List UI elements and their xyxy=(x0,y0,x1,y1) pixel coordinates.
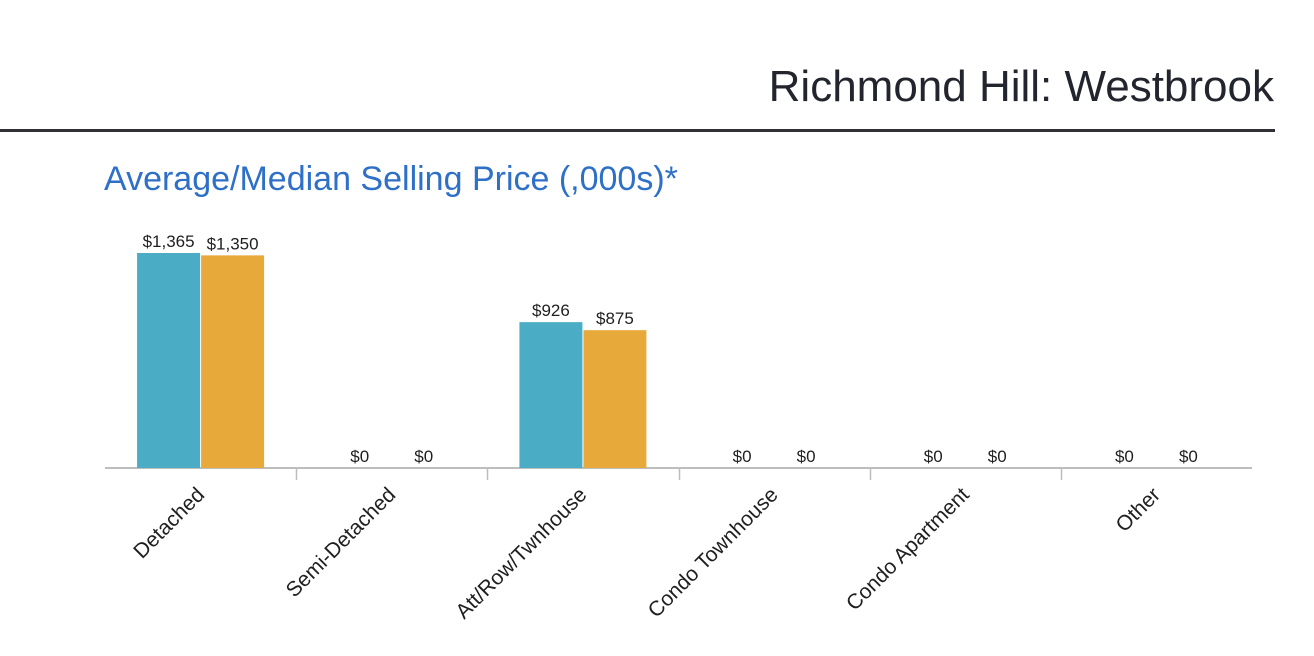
data-label: $0 xyxy=(1179,447,1198,466)
data-label: $0 xyxy=(1115,447,1134,466)
data-label: $0 xyxy=(797,447,816,466)
data-label: $0 xyxy=(733,447,752,466)
bar-att-row-twnhouse-median xyxy=(583,330,647,468)
x-tick-label: Detached xyxy=(129,483,209,563)
bar-att-row-twnhouse-average xyxy=(519,322,583,468)
page-title: Richmond Hill: Westbrook xyxy=(768,62,1274,111)
data-label: $0 xyxy=(924,447,943,466)
data-label: $1,365 xyxy=(143,232,195,251)
x-tick-label: Condo Apartment xyxy=(842,483,974,615)
x-tick-label: Condo Townhouse xyxy=(644,483,783,622)
x-tick-label: Att/Row/Twnhouse xyxy=(451,483,591,623)
title-divider xyxy=(0,129,1275,132)
data-label: $0 xyxy=(988,447,1007,466)
data-label: $1,350 xyxy=(207,234,259,253)
x-tick-label: Semi-Detached xyxy=(282,483,401,602)
data-label: $926 xyxy=(532,301,570,320)
x-tick-label: Other xyxy=(1112,483,1165,536)
bar-detached-median xyxy=(201,255,265,468)
data-label: $0 xyxy=(414,447,433,466)
chart-title: Average/Median Selling Price (,000s)* xyxy=(104,160,678,198)
data-label: $0 xyxy=(350,447,369,466)
data-label: $875 xyxy=(596,309,634,328)
bar-detached-average xyxy=(137,253,201,468)
